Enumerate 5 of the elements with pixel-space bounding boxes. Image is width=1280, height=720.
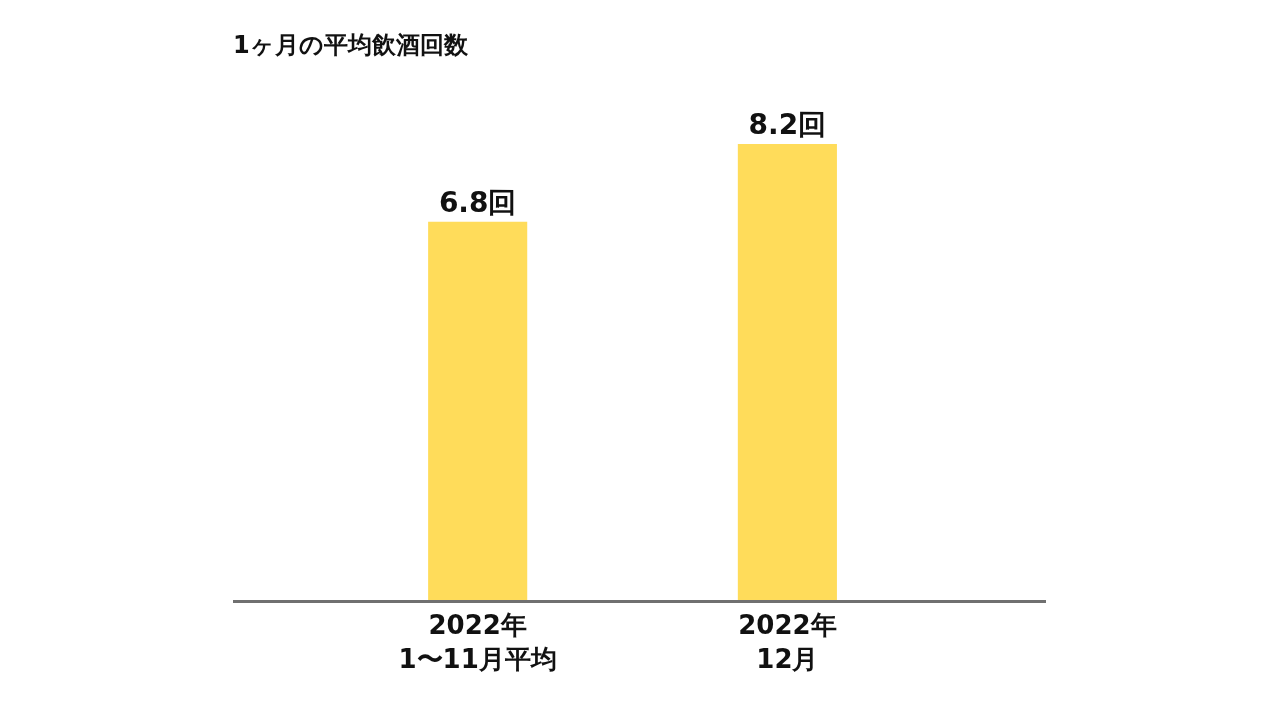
data-label: 8.2回 <box>748 108 827 141</box>
chart-title: 1ヶ月の平均飲酒回数 <box>233 30 469 59</box>
x-tick-label: 2022年 12月 <box>738 610 837 674</box>
x-tick-label: 2022年 1〜11月平均 <box>398 610 557 674</box>
data-label: 6.8回 <box>438 185 517 219</box>
